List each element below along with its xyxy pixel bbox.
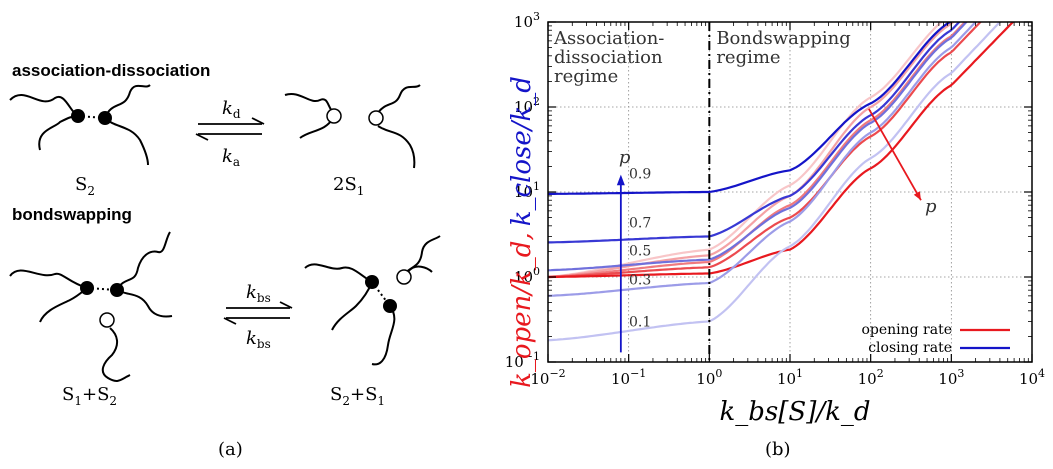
legend-label: opening rate: [861, 322, 952, 338]
s1-plus-s2-label: S1+S2: [62, 384, 117, 408]
two-s1-chains: [284, 84, 421, 169]
y-tick-label: 103: [514, 10, 540, 31]
x-tick-label: 100: [696, 367, 722, 388]
y-tick-label: 102: [514, 95, 540, 116]
s2-label: S2: [75, 174, 95, 198]
x-tick-label: 102: [858, 367, 884, 388]
p-value-label: 0.5: [629, 243, 651, 259]
bonded-sticker: [71, 109, 85, 123]
bondswapping-title: bondswapping: [12, 205, 132, 224]
k-a-label: ka: [222, 146, 240, 169]
s2-plus-s1-label: S2+S1: [330, 384, 385, 408]
bonded-sticker: [365, 275, 379, 289]
x-tick-label: 104: [1019, 367, 1045, 388]
free-sticker: [99, 312, 115, 328]
opening-rate-line: [548, 22, 1015, 279]
x-axis-label: k_bs[S]/k_d: [720, 397, 871, 427]
p-value-label: 0.1: [629, 315, 651, 331]
x-tick-label: 10−2: [530, 367, 565, 388]
free-sticker: [326, 108, 342, 124]
opening-rate-line: [548, 22, 944, 279]
y-tick-label: 100: [514, 265, 540, 286]
p-value-label: 0.3: [629, 272, 651, 288]
closing-rate-line: [548, 22, 952, 195]
regime-right-label: Bondswapping: [716, 28, 850, 49]
panel-b: 10−2 10−1 100 101 102 103 104 10−1 100 101 102 103 …: [470, 0, 1053, 465]
y-tick-label: 10−1: [505, 350, 540, 371]
k-bs-label-bottom: kbs: [246, 328, 271, 351]
p-arrow-red: [868, 108, 922, 201]
s2-bonded-pair: [9, 84, 151, 166]
k-d-label: kd: [222, 98, 241, 121]
closing-rate-line: [548, 22, 1002, 342]
free-sticker: [396, 269, 412, 285]
panel-a: association-dissociation bondswapping S2…: [0, 0, 470, 465]
association-dissociation-title: association-dissociation: [12, 61, 210, 80]
bonded-sticker: [383, 299, 397, 313]
rate-chart: 10−2 10−1 100 101 102 103 10410−1100101102103 …: [505, 10, 1045, 460]
free-sticker: [368, 110, 384, 126]
reaction-scheme: association-dissociation bondswapping S2…: [9, 61, 441, 460]
regime-right-label: regime: [716, 47, 780, 68]
y-tick-label: 101: [514, 180, 540, 201]
panel-a-label: (a): [218, 439, 243, 460]
bondswap-arrows: [223, 301, 293, 325]
opening-rate-line: [548, 22, 982, 279]
bondswap-left-chains: [9, 231, 173, 383]
x-tick-label: 10−1: [611, 367, 646, 388]
bonded-sticker: [110, 283, 124, 297]
p-arrowhead-red: [913, 191, 921, 201]
p-value-label: 0.7: [629, 216, 651, 232]
x-tick-label: 103: [938, 367, 964, 388]
legend-label: closing rate: [868, 340, 952, 356]
annotations: Association-dissociationregimeBondswappi…: [553, 22, 1010, 362]
bonded-sticker: [80, 281, 94, 295]
p-label-blue: p: [619, 147, 631, 168]
closing-rate-line: [548, 22, 978, 297]
regime-left-label: Association-: [553, 28, 664, 49]
two-s1-label: 2S1: [333, 174, 364, 198]
bondswap-right-chains: [304, 235, 441, 366]
opening-rate-line: [548, 22, 967, 279]
closing-rate-line: [548, 22, 968, 272]
p-label-red: p: [925, 196, 937, 217]
x-tick-label: 101: [777, 367, 803, 388]
dissociation-arrows: [195, 117, 265, 141]
p-value-label: 0.9: [629, 166, 651, 182]
p-arrowhead-blue: [616, 174, 625, 186]
k-bs-label-top: kbs: [246, 282, 271, 305]
bonded-sticker: [98, 111, 112, 125]
y-axis-label: k_open/k_d,k_close/k_d: [507, 76, 537, 388]
regime-left-label: regime: [554, 66, 618, 87]
panel-b-label: (b): [765, 439, 791, 460]
regime-left-label: dissociation: [554, 47, 663, 68]
